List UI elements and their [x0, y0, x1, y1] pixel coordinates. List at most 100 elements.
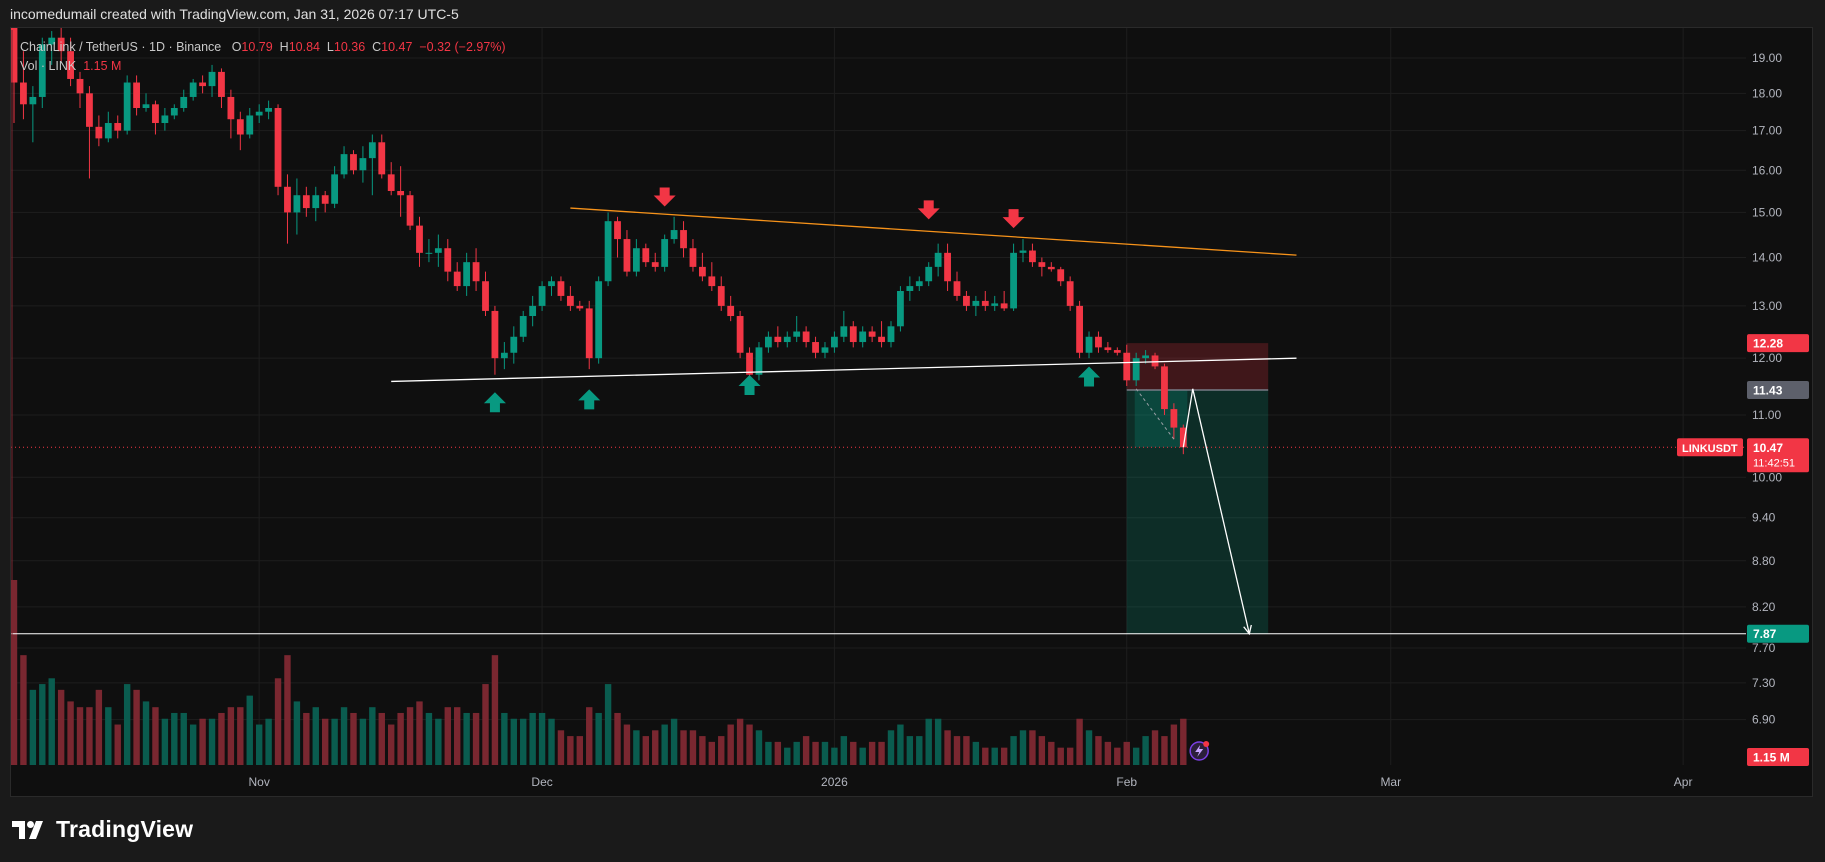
volume-bar	[991, 747, 998, 765]
volume-bar	[95, 689, 103, 765]
candle-body	[416, 225, 423, 253]
price-tick-label: 7.30	[1752, 676, 1776, 690]
candle-body	[755, 347, 763, 375]
volume-bar	[557, 730, 565, 765]
price-tick-label: 6.90	[1752, 713, 1776, 727]
candle-body	[1019, 250, 1027, 253]
volume-bar	[397, 712, 404, 765]
volume-badge-label: 1.15 M	[1753, 751, 1790, 765]
volume-bar	[189, 724, 197, 765]
stop-zone	[1126, 343, 1269, 390]
down-arrow-marker	[917, 200, 940, 220]
short-position-tool	[1126, 343, 1269, 634]
candle-body	[793, 331, 801, 337]
volume-bar	[350, 712, 357, 765]
volume-value: 1.15 M	[83, 59, 122, 73]
volume-bar	[1142, 736, 1149, 765]
candle-body	[642, 248, 650, 263]
candle-body	[746, 352, 753, 375]
candle-body	[57, 37, 65, 52]
projection-path	[1182, 388, 1250, 634]
candle-body	[284, 186, 291, 213]
candle-body	[689, 248, 697, 267]
volume-bar	[878, 741, 885, 765]
candle-body	[897, 290, 904, 327]
price-badge-label: 7.87	[1753, 627, 1777, 641]
candle-body	[246, 115, 254, 135]
volume-bar	[359, 718, 367, 765]
candle-body	[48, 37, 56, 45]
volume-bar	[284, 655, 291, 765]
candle-body	[227, 96, 235, 120]
candle-body	[774, 336, 782, 343]
candle-body	[20, 82, 27, 105]
volume-bar	[1132, 747, 1140, 765]
volume-bar	[293, 701, 301, 765]
time-tick-label: Apr	[1674, 775, 1693, 789]
candle-body	[868, 331, 876, 337]
volume-bar	[1066, 747, 1074, 765]
candle-body	[76, 78, 84, 94]
candle-body	[1161, 366, 1168, 410]
projection-arrowhead	[1243, 624, 1252, 636]
price-tick-label: 8.20	[1752, 600, 1776, 614]
candle-body	[783, 336, 791, 343]
volume-bar	[718, 736, 725, 765]
volume-bar	[963, 736, 970, 765]
candle-body	[557, 281, 565, 296]
up-arrow-marker	[738, 374, 761, 395]
volume-bar	[246, 695, 253, 765]
candle-body	[849, 326, 857, 343]
volume-bar	[812, 741, 819, 765]
candle-body	[1029, 250, 1036, 263]
time-axis: Nov Dec 2026 Feb Mar Apr	[249, 775, 1693, 789]
volume-bar	[850, 741, 857, 765]
candle-body	[925, 266, 933, 282]
volume-bar	[661, 724, 668, 765]
down-arrow-marker	[653, 187, 676, 207]
price-chart[interactable]: 19.00 18.00 17.00 16.00 15.00 14.00 13.00 12.00…	[0, 0, 1825, 800]
volume-bar	[180, 712, 187, 765]
volume-bar	[633, 730, 640, 765]
volume-bar	[463, 712, 470, 765]
candle-body	[86, 93, 93, 127]
chart-frame[interactable]	[10, 27, 1813, 797]
lightning-bolt-glyph	[1195, 745, 1204, 757]
volume-bar	[699, 736, 706, 765]
price-tick-label: 19.00	[1752, 51, 1782, 65]
volume-bar	[491, 655, 499, 765]
candle-body	[576, 305, 584, 309]
candle-body	[1047, 266, 1055, 270]
volume-bar	[1085, 730, 1093, 765]
last-price-label: 10.47	[1753, 441, 1783, 455]
price-badge-stop	[1747, 334, 1809, 353]
candle-body	[472, 262, 480, 282]
price-axis: 19.00 18.00 17.00 16.00 15.00 14.00 13.00 12.00…	[1752, 51, 1782, 727]
price-tick-label: 17.00	[1752, 124, 1782, 138]
price-tick-label: 9.40	[1752, 511, 1776, 525]
volume-bar	[755, 730, 763, 765]
brand-name: TradingView	[56, 816, 194, 842]
volume-bar	[340, 707, 348, 765]
volume-bar	[576, 736, 583, 765]
candle-body	[519, 316, 527, 337]
candle-body	[623, 239, 631, 272]
volume-bar	[774, 741, 782, 765]
volume-bar	[482, 684, 489, 765]
candle-body	[698, 266, 706, 277]
volume-label: Vol · LINK	[20, 59, 77, 73]
tradingview-logo[interactable]: TradingView	[12, 816, 193, 843]
candle-body	[878, 336, 885, 343]
volume-bar	[406, 707, 414, 765]
candle-body	[1179, 427, 1187, 448]
volume-bar	[388, 724, 395, 765]
candle-body	[595, 281, 603, 359]
volume-bar	[736, 718, 744, 765]
volume-bar	[1076, 718, 1083, 765]
candle-body	[972, 300, 980, 306]
volume-bar	[567, 736, 574, 765]
symbol-tag	[1677, 438, 1743, 457]
volume-bar	[746, 724, 753, 765]
chart-legend: ChainLink / TetherUS · 1D · Binance O10.…	[20, 38, 506, 76]
candle-body	[1038, 262, 1046, 267]
